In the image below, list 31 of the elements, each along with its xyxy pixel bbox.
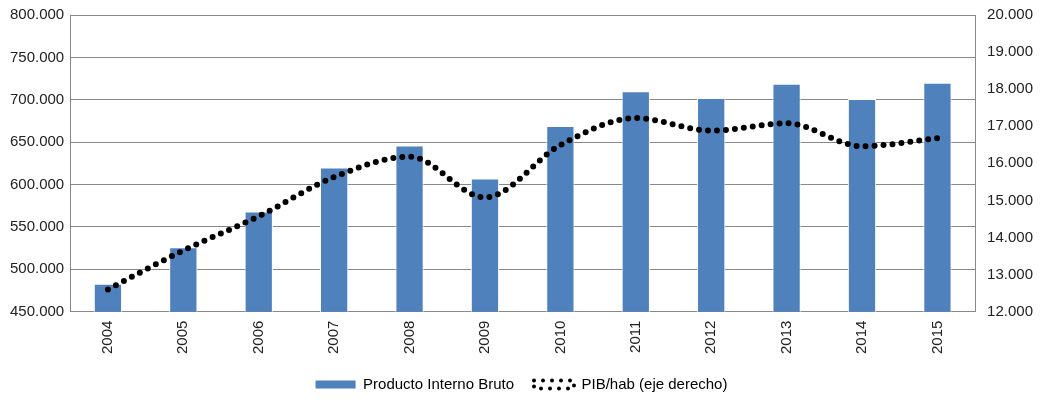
x-tick-label: 2005 — [173, 320, 191, 355]
x-tick-label: 2008 — [399, 320, 417, 355]
y-tick-label: 700.000 — [9, 89, 65, 107]
y2-tick-label: 14.000 — [987, 227, 1034, 245]
y2-tick-label: 13.000 — [987, 264, 1034, 282]
y2-tick-label: 17.000 — [987, 116, 1034, 134]
x-tick-label: 2006 — [248, 320, 266, 355]
x-tick-label: 2004 — [98, 320, 116, 355]
y2-tick-label: 16.000 — [987, 153, 1034, 171]
y-tick-label: 500.000 — [9, 259, 65, 277]
y2-tick-label: 19.000 — [987, 42, 1034, 60]
x-tick-label: 2015 — [927, 320, 945, 355]
legend-label: PIB/hab (eje derecho) — [581, 374, 728, 392]
x-tick-label: 2012 — [701, 320, 719, 355]
x-tick-label: 2009 — [475, 320, 493, 355]
y-tick-label: 650.000 — [9, 132, 65, 150]
y2-tick-label: 20.000 — [987, 5, 1034, 23]
x-tick-label: 2011 — [625, 320, 643, 353]
y-tick-label: 600.000 — [9, 174, 65, 192]
legend-label: Producto Interno Bruto — [363, 374, 515, 392]
x-tick-label: 2010 — [550, 320, 568, 355]
y-tick-label: 450.000 — [9, 301, 65, 319]
x-tick-label: 2013 — [776, 320, 794, 355]
y-tick-label: 800.000 — [9, 5, 65, 23]
y2-tick-label: 18.000 — [987, 79, 1034, 97]
x-tick-label: 2014 — [852, 320, 870, 355]
y2-tick-label: 12.000 — [987, 301, 1034, 319]
y2-tick-label: 15.000 — [987, 190, 1034, 208]
x-tick-label: 2007 — [324, 320, 342, 355]
y-tick-label: 750.000 — [9, 47, 65, 65]
y-tick-label: 550.000 — [9, 217, 65, 235]
